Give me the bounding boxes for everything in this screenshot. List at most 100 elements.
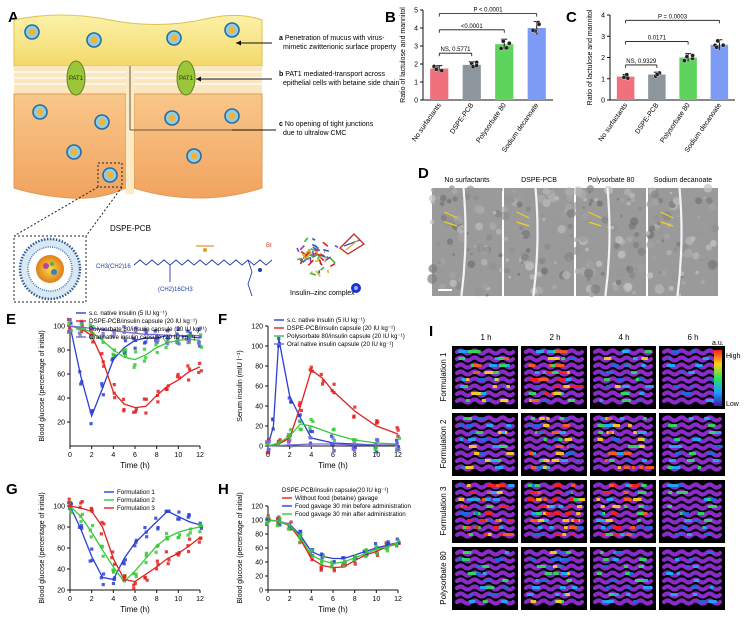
signal-spot — [506, 452, 514, 455]
signal-spot — [624, 466, 630, 469]
complex-strand — [334, 244, 339, 248]
data-point — [320, 559, 324, 563]
signal-spot — [542, 371, 547, 374]
x-tick-label: Polysorbate 80 — [475, 102, 508, 144]
signal-spot — [536, 586, 541, 589]
data-point — [342, 556, 346, 560]
data-point — [311, 554, 315, 558]
annotation-text: due to ultralow CMC — [283, 130, 346, 137]
legend-label: Formulation 1 — [117, 489, 155, 496]
signal-spot — [606, 417, 613, 420]
data-point — [342, 564, 346, 568]
micelle-cross-section — [18, 237, 82, 301]
data-point — [175, 375, 180, 379]
tem-texture — [476, 239, 480, 243]
intestine-loop — [455, 464, 515, 472]
data-point — [352, 441, 356, 445]
signal-spot — [669, 445, 676, 448]
data-point — [199, 526, 203, 530]
tem-texture — [542, 187, 550, 195]
data-point — [198, 536, 202, 540]
data-point — [530, 28, 536, 33]
data-point — [167, 509, 171, 513]
signal-spot — [597, 424, 605, 427]
tem-texture — [479, 269, 483, 273]
complex-strand — [312, 246, 317, 251]
colorbar-low: Low — [726, 401, 740, 408]
tem-texture — [705, 244, 712, 251]
data-point — [311, 419, 315, 424]
intestine-loop — [524, 376, 584, 384]
signal-spot — [477, 378, 485, 381]
intestine-loop — [455, 556, 515, 564]
signal-spot — [612, 526, 622, 529]
data-point — [79, 321, 83, 326]
formula-chain: (CH2)16CH3 — [158, 287, 193, 293]
tem-texture — [556, 245, 567, 255]
tem-texture — [574, 268, 580, 275]
data-point — [176, 372, 180, 377]
data-point — [67, 501, 71, 505]
time-label: 2 h — [549, 333, 560, 342]
legend-label: Polysorbate 80/insulin capsule (20 IU kg… — [287, 333, 405, 340]
signal-spot — [608, 459, 615, 462]
complex-strand — [318, 259, 323, 266]
complex-strand — [304, 248, 311, 256]
signal-spot — [551, 431, 559, 434]
signal-spot — [667, 484, 674, 487]
data-point — [395, 438, 399, 442]
intestine-loop — [524, 591, 584, 599]
signal-spot — [529, 452, 534, 455]
legend-label: Food gavage 30 min before administration — [295, 503, 411, 510]
y-tick-label: 2 — [414, 62, 418, 69]
data-point — [310, 429, 314, 434]
signal-spot — [673, 484, 679, 487]
signal-spot — [474, 512, 478, 515]
bar — [710, 44, 729, 100]
data-point — [331, 436, 335, 440]
tem-texture — [655, 226, 660, 231]
signal-spot — [545, 512, 553, 515]
signal-spot — [639, 558, 647, 561]
signal-spot — [506, 385, 510, 388]
data-point — [330, 560, 334, 564]
signal-spot — [623, 565, 629, 568]
data-point — [353, 554, 358, 558]
signal-spot — [564, 424, 569, 427]
data-point — [177, 342, 181, 346]
signal-spot — [637, 512, 644, 515]
tem-texture — [451, 188, 458, 195]
signal-spot — [675, 452, 682, 455]
tem-texture — [582, 212, 589, 220]
micelle-core — [106, 171, 114, 179]
data-point — [308, 441, 313, 445]
signal-spot — [555, 357, 560, 360]
complex-strand — [323, 249, 330, 252]
signal-spot — [475, 431, 484, 434]
tem-texture — [500, 188, 503, 191]
signal-spot — [483, 533, 488, 536]
data-point — [320, 382, 325, 386]
signal-spot — [692, 593, 697, 596]
data-point — [165, 509, 169, 513]
signal-spot — [707, 498, 711, 501]
tight-junction-arrow — [516, 211, 530, 219]
signal-spot — [499, 445, 505, 448]
y-tick-label: 100 — [53, 324, 65, 331]
data-point — [186, 515, 190, 519]
signal-spot — [549, 505, 556, 508]
signal-spot — [559, 350, 568, 353]
y-tick-label: 1 — [414, 80, 418, 87]
tem-texture — [594, 198, 598, 202]
tem-texture — [664, 238, 669, 243]
tem-texture — [527, 233, 538, 244]
x-tick-label: 12 — [196, 452, 204, 459]
data-point — [199, 369, 203, 373]
tem-texture — [485, 293, 489, 297]
tem-texture — [627, 198, 630, 201]
signal-spot — [599, 417, 606, 420]
data-point — [101, 393, 105, 397]
data-point — [308, 548, 313, 553]
signal-spot — [557, 533, 563, 536]
data-point — [100, 520, 104, 525]
